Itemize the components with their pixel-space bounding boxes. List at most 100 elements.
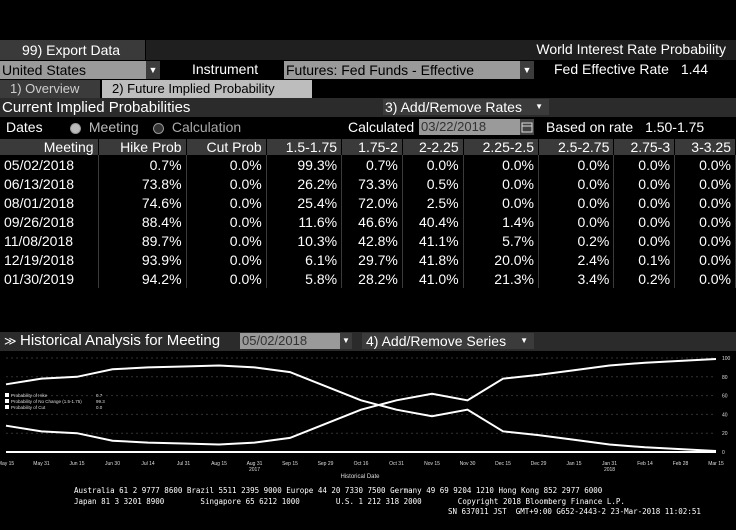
probability-cell: 0.0% <box>186 250 267 269</box>
tab-future-implied-probability[interactable]: 2) Future Implied Probability <box>102 80 312 98</box>
probability-cell: 0.0% <box>463 193 540 212</box>
country-select[interactable]: United States ▼ <box>0 61 160 79</box>
export-data-button[interactable]: 99) Export Data <box>0 40 146 60</box>
table-row[interactable]: 05/02/2018 0.7% 0.0% 99.3% 0.7% 0.0% 0.0% 0.0% 0… <box>0 155 736 174</box>
footer-line-3: SN 637011 JST GMT+9:00 G652-2443-2 23-Ma… <box>448 507 701 516</box>
meeting-date-input[interactable]: 05/02/2018 ▼ <box>240 333 352 349</box>
meeting-date-cell: 08/01/2018 <box>0 193 99 212</box>
calendar-icon[interactable] <box>520 119 534 135</box>
probability-cell: 0.0% <box>613 212 676 231</box>
y-tick-label: 0 <box>722 450 725 456</box>
x-tick-label: Oct 16 <box>354 461 369 467</box>
legend-value: 99.3 <box>96 399 105 404</box>
probability-cell: 46.6% <box>341 212 403 231</box>
export-data-label: 99) Export Data <box>22 42 121 58</box>
probability-cell: 0.0% <box>613 174 676 193</box>
column-header[interactable]: 3-3.25 <box>674 139 736 155</box>
probability-cell: 10.3% <box>266 231 343 250</box>
calculation-radio[interactable]: Calculation <box>153 118 241 136</box>
probability-cell: 21.3% <box>463 269 540 288</box>
probability-cell: 99.3% <box>266 155 343 174</box>
probability-cell: 0.7% <box>341 155 403 174</box>
probability-cell: 20.0% <box>463 250 540 269</box>
table-header-row: Meeting Hike Prob Cut Prob 1.5-1.75 1.75-2 2-… <box>0 139 736 155</box>
meeting-radio-label: Meeting <box>88 119 139 135</box>
add-remove-series-button[interactable]: 4) Add/Remove Series ▼ <box>362 333 534 349</box>
table-row[interactable]: 06/13/2018 73.8% 0.0% 26.2% 73.3% 0.5% 0.0% 0.0… <box>0 174 736 193</box>
collapse-icon[interactable]: ≫ <box>4 334 17 348</box>
probability-cell: 6.1% <box>266 250 343 269</box>
probability-cell: 72.0% <box>341 193 403 212</box>
instrument-select[interactable]: Futures: Fed Funds - Effective ▼ <box>284 61 534 79</box>
probability-cell: 0.0% <box>538 193 615 212</box>
probability-cell: 41.0% <box>402 269 464 288</box>
x-tick-label: Sep 15 <box>282 461 298 467</box>
x-tick-label: Mar 15 <box>708 461 724 467</box>
add-rates-label: 3) Add/Remove Rates <box>385 99 522 115</box>
add-remove-rates-button[interactable]: 3) Add/Remove Rates ▼ <box>383 99 549 115</box>
calculated-label: Calculated <box>348 119 415 135</box>
table-row[interactable]: 08/01/2018 74.6% 0.0% 25.4% 72.0% 2.5% 0.0% 0.0… <box>0 193 736 212</box>
column-header[interactable]: Meeting <box>0 139 99 155</box>
fed-rate-value: 1.44 <box>680 61 709 77</box>
meeting-date-cell: 12/19/2018 <box>0 250 99 269</box>
x-tick-label: Nov 15 <box>424 461 440 467</box>
probability-cell: 73.3% <box>341 174 403 193</box>
column-header[interactable]: 2.5-2.75 <box>538 139 615 155</box>
series-line <box>5 357 717 446</box>
chevron-down-icon: ▼ <box>146 61 160 79</box>
probability-cell: 2.4% <box>538 250 615 269</box>
probability-cell: 1.4% <box>463 212 540 231</box>
tab-overview[interactable]: 1) Overview <box>0 80 100 98</box>
table-row[interactable]: 01/30/2019 94.2% 0.0% 5.8% 28.2% 41.0% 21.3% 3.… <box>0 269 736 288</box>
probability-cell: 0.0% <box>674 155 736 174</box>
radio-selected-icon <box>70 122 81 134</box>
x-tick-label: Dec 15 <box>495 461 511 467</box>
probability-cell: 0.0% <box>186 231 267 250</box>
column-header[interactable]: 2.75-3 <box>613 139 676 155</box>
column-header[interactable]: 1.5-1.75 <box>266 139 343 155</box>
legend-label: Probability of Cut <box>11 405 46 410</box>
radio-unselected-icon <box>153 122 164 134</box>
column-header[interactable]: 2.25-2.5 <box>463 139 540 155</box>
meeting-radio[interactable]: Meeting <box>70 118 139 136</box>
x-tick-label: Oct 31 <box>389 461 404 467</box>
table-row[interactable]: 12/19/2018 93.9% 0.0% 6.1% 29.7% 41.8% 20.0% 2.… <box>0 250 736 269</box>
probability-cell: 89.7% <box>98 231 187 250</box>
probability-cell: 5.8% <box>266 269 343 288</box>
legend-label: Probability of Hike <box>11 393 48 398</box>
probability-cell: 26.2% <box>266 174 343 193</box>
legend-swatch <box>5 399 9 403</box>
x-tick-label: Jan 15 <box>566 461 581 467</box>
add-series-label: 4) Add/Remove Series <box>366 333 507 349</box>
calculated-date-input[interactable]: 03/22/2018 <box>419 119 521 135</box>
chevron-down-icon: ▼ <box>520 61 534 79</box>
fed-rate-label: Fed Effective Rate <box>554 61 669 77</box>
based-on-label: Based on rate <box>546 119 634 135</box>
probability-cell: 0.0% <box>613 231 676 250</box>
column-header[interactable]: Hike Prob <box>98 139 187 155</box>
x-tick-label: Jan 31 <box>602 461 617 467</box>
x-tick-label: Sep 29 <box>318 461 334 467</box>
probability-cell: 0.0% <box>674 193 736 212</box>
column-header[interactable]: Cut Prob <box>186 139 267 155</box>
column-header[interactable]: 2-2.25 <box>402 139 464 155</box>
legend-label: Probability of No Change (1.5-1.75) <box>11 399 82 404</box>
probability-cell: 0.0% <box>186 212 267 231</box>
table-row[interactable]: 09/26/2018 88.4% 0.0% 11.6% 46.6% 40.4% 1.4% 0.… <box>0 212 736 231</box>
column-header[interactable]: 1.75-2 <box>341 139 403 155</box>
table-row[interactable]: 11/08/2018 89.7% 0.0% 10.3% 42.8% 41.1% 5.7% 0.… <box>0 231 736 250</box>
footer-line-1: Australia 61 2 9777 8600 Brazil 5511 239… <box>74 486 603 495</box>
page-title: World Interest Rate Probability <box>536 41 726 57</box>
top-toolbar: 99) Export Data World Interest Rate Prob… <box>0 40 736 60</box>
probability-cell: 94.2% <box>98 269 187 288</box>
based-on-value: 1.50-1.75 <box>645 119 705 135</box>
year-label: 2018 <box>604 467 615 473</box>
country-value: United States <box>2 62 87 78</box>
fed-rate-display: Fed Effective Rate 1.44 <box>554 61 708 77</box>
legend-value: 0.0 <box>96 405 103 410</box>
x-tick-label: Feb 14 <box>637 461 653 467</box>
section-header: Current Implied Probabilities 3) Add/Rem… <box>0 98 736 117</box>
chart-lines <box>5 357 717 453</box>
probability-cell: 25.4% <box>266 193 343 212</box>
